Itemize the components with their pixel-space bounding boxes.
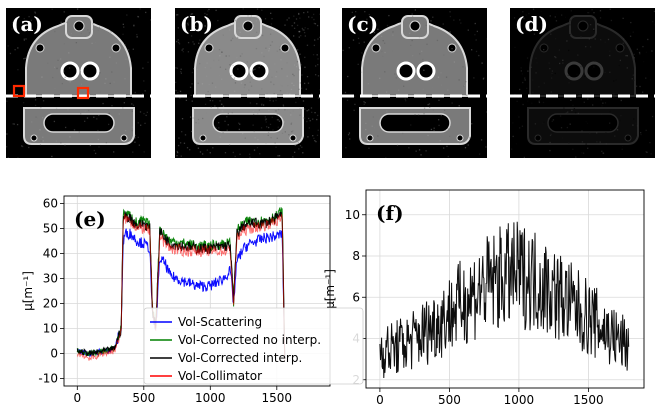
ct-side-hole: [280, 43, 290, 53]
ct-frame-hole: [199, 134, 207, 142]
ct-valve-ring: [584, 61, 604, 81]
legend-entry: Vol-Corrected no interp.: [178, 333, 321, 347]
ct-side-hole: [615, 43, 625, 53]
ct-frame-hole: [456, 134, 464, 142]
ct-panel-a: (a): [6, 8, 151, 158]
ct-image-a: [6, 8, 151, 158]
ct-image-b: [175, 8, 320, 158]
roi-marker-right: [76, 86, 90, 100]
y-tick-label: 50: [43, 222, 58, 236]
ct-part-outline: [192, 15, 304, 145]
x-tick-label: 1000: [195, 391, 226, 405]
legend-box: [143, 307, 364, 385]
ct-frame-slot: [547, 113, 619, 133]
panel-label-a: (a): [11, 12, 43, 36]
x-tick-label: 500: [438, 393, 461, 407]
y-tick-label: 20: [43, 297, 58, 311]
ct-image-c: [342, 9, 487, 158]
ct-panel-d: (d): [510, 8, 655, 158]
y-tick-label: 30: [43, 272, 58, 286]
series-vol-collimator: [76, 213, 286, 362]
ct-side-hole: [447, 43, 457, 53]
ct-lug-hole: [409, 20, 421, 32]
ct-valve-ring: [249, 61, 269, 81]
ct-frame-hole: [289, 134, 297, 142]
y-tick-label: 10: [43, 322, 58, 336]
panel-label-d: (d): [515, 12, 548, 36]
y-tick-label: 6: [352, 290, 360, 304]
ct-image-d: [510, 8, 655, 158]
ct-noise: [175, 8, 320, 158]
ct-panel-c: (c): [342, 8, 487, 158]
ct-frame-hole: [120, 134, 128, 142]
y-axis-label: μ[m⁻¹]: [323, 269, 337, 309]
ct-side-hole: [111, 43, 121, 53]
ct-frame-hole: [534, 134, 542, 142]
legend-e: Vol-Scattering Vol-Corrected no interp. Vo…: [143, 307, 364, 385]
ct-lug-hole: [73, 20, 85, 32]
plot-frame: [365, 189, 645, 389]
panel-label-b: (b): [180, 12, 213, 36]
ct-lug-hole: [242, 20, 254, 32]
ct-valve-ring: [80, 61, 100, 81]
x-tick-label: 1500: [573, 393, 604, 407]
y-tick-label: 40: [43, 247, 58, 261]
ct-side-hole: [35, 43, 45, 53]
y-tick-label: 60: [43, 197, 58, 211]
ct-frame-hole: [366, 134, 374, 142]
ct-valve-ring: [564, 61, 584, 81]
ct-part-outline: [23, 15, 135, 145]
ct-valve-ring: [416, 61, 436, 81]
plot-frame: [63, 195, 331, 387]
panel-label: (f): [376, 201, 404, 225]
ct-side-hole: [539, 43, 549, 53]
chart-panel-1: 050010001500246810μ[m⁻¹](f): [323, 189, 645, 407]
legend-entry: Vol-Corrected interp.: [178, 351, 302, 365]
y-tick-label: 8: [352, 249, 360, 263]
x-tick-label: 1500: [262, 391, 293, 405]
y-axis-label: μ[m⁻¹]: [21, 271, 35, 311]
ct-panel-b: (b): [175, 8, 320, 158]
y-tick-label: -10: [38, 372, 58, 386]
y-tick-label: 0: [50, 347, 58, 361]
ct-frame-hole: [624, 134, 632, 142]
x-tick-label: 500: [132, 391, 155, 405]
ct-frame-slot: [43, 113, 115, 133]
ct-valve-ring: [396, 61, 416, 81]
ct-frame-hole: [30, 134, 38, 142]
ct-side-hole: [371, 43, 381, 53]
ct-noise: [510, 8, 655, 158]
series-line: [379, 221, 630, 379]
x-tick-label: 1000: [504, 393, 535, 407]
ct-valve-ring: [229, 61, 249, 81]
ct-frame-slot: [379, 113, 451, 133]
legend-entry: Vol-Scattering: [178, 315, 262, 329]
ct-part-outline: [359, 15, 471, 145]
panel-label-c: (c): [347, 12, 379, 36]
x-tick-label: 0: [376, 393, 384, 407]
ct-noise: [6, 8, 151, 158]
ct-frame-slot: [212, 113, 284, 133]
panel-label: (e): [74, 207, 106, 231]
y-tick-label: 10: [345, 208, 360, 222]
ct-side-hole: [204, 43, 214, 53]
ct-noise: [342, 9, 487, 158]
ct-valve-ring: [60, 61, 80, 81]
x-tick-label: 0: [73, 391, 81, 405]
ct-lug-hole: [577, 20, 589, 32]
chart-panel-0: 0 500 1000 1500 -10 0 10 20 30 40 50 60 μ[m⁻¹] (e): [21, 195, 331, 405]
legend-entry: Vol-Collimator: [178, 369, 262, 383]
roi-marker-left: [12, 84, 26, 98]
